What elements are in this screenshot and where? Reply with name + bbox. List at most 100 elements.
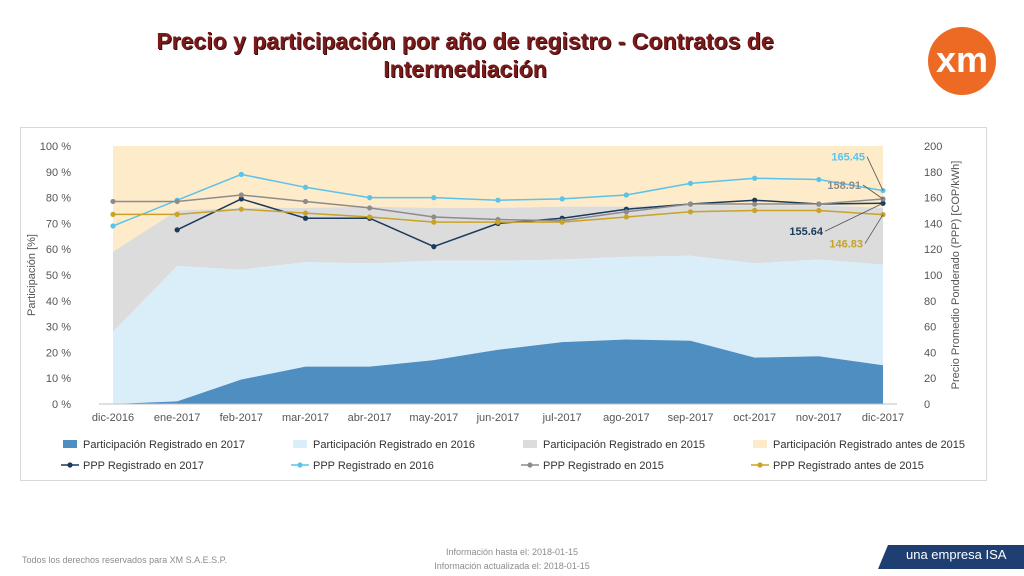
y-left-tick-label: 90 % — [46, 167, 71, 179]
line-point — [431, 214, 437, 220]
legend-marker — [67, 462, 73, 468]
y-left-tick-label: 80 % — [46, 193, 71, 205]
line-point — [495, 219, 501, 225]
legend-swatch — [753, 440, 767, 448]
line-point — [623, 209, 629, 215]
y-left-tick-label: 70 % — [46, 218, 71, 230]
line-point — [623, 192, 629, 198]
x-tick-label: may-2017 — [409, 412, 458, 424]
line-point — [880, 211, 886, 218]
y-right-tick-label: 80 — [924, 296, 936, 308]
y-right-tick-label: 140 — [924, 218, 942, 230]
line-point — [174, 198, 180, 205]
line-point — [431, 195, 437, 201]
x-tick-label: feb-2017 — [220, 412, 263, 424]
data-label: 158.91 — [827, 180, 861, 192]
area-series-0 — [113, 339, 883, 404]
x-tick-label: ene-2017 — [154, 412, 201, 424]
x-tick-label: nov-2017 — [796, 412, 842, 424]
legend-swatch — [523, 440, 537, 448]
legend-marker — [757, 462, 763, 468]
legend-label: Participación Registrado en 2017 — [83, 439, 245, 451]
line-point — [302, 210, 309, 216]
legend-marker — [297, 462, 303, 468]
line-point — [752, 207, 758, 214]
line-point — [752, 175, 758, 181]
y-right-tick-label: 180 — [924, 167, 942, 179]
line-point — [110, 198, 116, 205]
chart-frame: 0 % 10 % 20 % 30 % 40 % 50 % 60 % 70 % 80 % 90 % 1… — [20, 127, 987, 481]
x-tick-label: dic-2016 — [92, 412, 134, 424]
title-line-1: Precio y participación por año de regist… — [156, 28, 774, 54]
line-point — [174, 211, 180, 217]
y-right-axis-title: Precio Promedio Ponderado (PPP) [COP/kWh… — [950, 161, 962, 390]
x-tick-label: dic-2017 — [862, 412, 904, 424]
line-point — [495, 197, 501, 203]
y-left-tick-label: 0 % — [52, 399, 71, 411]
y-right-tick-label: 40 — [924, 347, 936, 359]
legend-label: PPP Registrado en 2015 — [543, 460, 664, 472]
x-tick-label: jun-2017 — [476, 412, 520, 424]
annotation-leader — [866, 156, 884, 191]
brand-bar — [878, 545, 1024, 569]
legend-marker — [527, 462, 533, 468]
y-left-tick-label: 40 % — [46, 296, 71, 308]
y-right-tick-label: 100 — [924, 270, 942, 282]
line-point — [880, 200, 886, 206]
line-point — [431, 244, 437, 250]
chart-svg: 0 % 10 % 20 % 30 % 40 % 50 % 60 % 70 % 80 % 90 % 1… — [26, 141, 965, 472]
x-tick-label: oct-2017 — [733, 412, 776, 424]
line-point — [816, 176, 822, 183]
legend-label: PPP Registrado en 2017 — [83, 460, 204, 472]
legend-label: Participación Registrado en 2015 — [543, 439, 705, 451]
line-point — [752, 201, 758, 207]
y-right-tick-label: 200 — [924, 141, 942, 153]
annotation-leader — [824, 202, 884, 232]
x-tick-label: mar-2017 — [282, 412, 329, 424]
data-label: 165.45 — [831, 152, 865, 164]
line-point — [687, 201, 694, 207]
area-series-2 — [113, 205, 883, 332]
legend-label: Participación Registrado antes de 2015 — [773, 439, 965, 451]
line-point — [752, 197, 758, 203]
x-tick-label: sep-2017 — [668, 412, 714, 424]
title-line-2: Intermediación — [383, 56, 547, 82]
data-label: 155.64 — [789, 226, 824, 238]
annotation-leader — [864, 214, 884, 244]
y-left-tick-label: 60 % — [46, 244, 71, 256]
brand-text: una empresa ISA — [906, 547, 1007, 562]
footer-info-updated: Información actualizada el: 2018-01-15 — [434, 561, 590, 571]
line-point — [238, 192, 244, 198]
data-label: 146.83 — [829, 239, 863, 251]
y-left-tick-label: 50 % — [46, 270, 71, 282]
page-title: Precio y participación por año de regist… — [90, 27, 840, 83]
y-right-tick-label: 60 — [924, 322, 936, 334]
x-tick-label: ago-2017 — [603, 412, 650, 424]
line-point — [238, 196, 244, 202]
line-point — [238, 171, 244, 177]
y-left-tick-label: 20 % — [46, 347, 71, 359]
y-left-tick-label: 10 % — [46, 373, 71, 385]
y-right-tick-label: 160 — [924, 193, 942, 205]
legend-label: Participación Registrado en 2016 — [313, 439, 475, 451]
line-point — [687, 180, 694, 187]
logo-circle — [928, 27, 996, 95]
y-right-tick-label: 20 — [924, 373, 936, 385]
logo-text: xm — [936, 39, 988, 80]
line-point — [302, 184, 309, 190]
line-point — [367, 214, 373, 220]
legend-label: PPP Registrado antes de 2015 — [773, 460, 924, 472]
line-point — [623, 214, 629, 220]
x-tick-label: abr-2017 — [348, 412, 392, 424]
y-left-tick-label: 30 % — [46, 322, 71, 334]
line-point — [559, 196, 565, 202]
y-left-tick-label: 100 % — [40, 141, 71, 153]
footer-rights: Todos los derechos reservados para XM S.… — [22, 555, 227, 565]
line-point — [110, 223, 116, 229]
line-point — [367, 195, 373, 201]
line-point — [367, 205, 373, 211]
line-point — [559, 219, 565, 225]
line-point — [816, 207, 822, 214]
annotation-leader — [862, 184, 884, 200]
y-left-axis-title: Participación [%] — [26, 234, 38, 316]
